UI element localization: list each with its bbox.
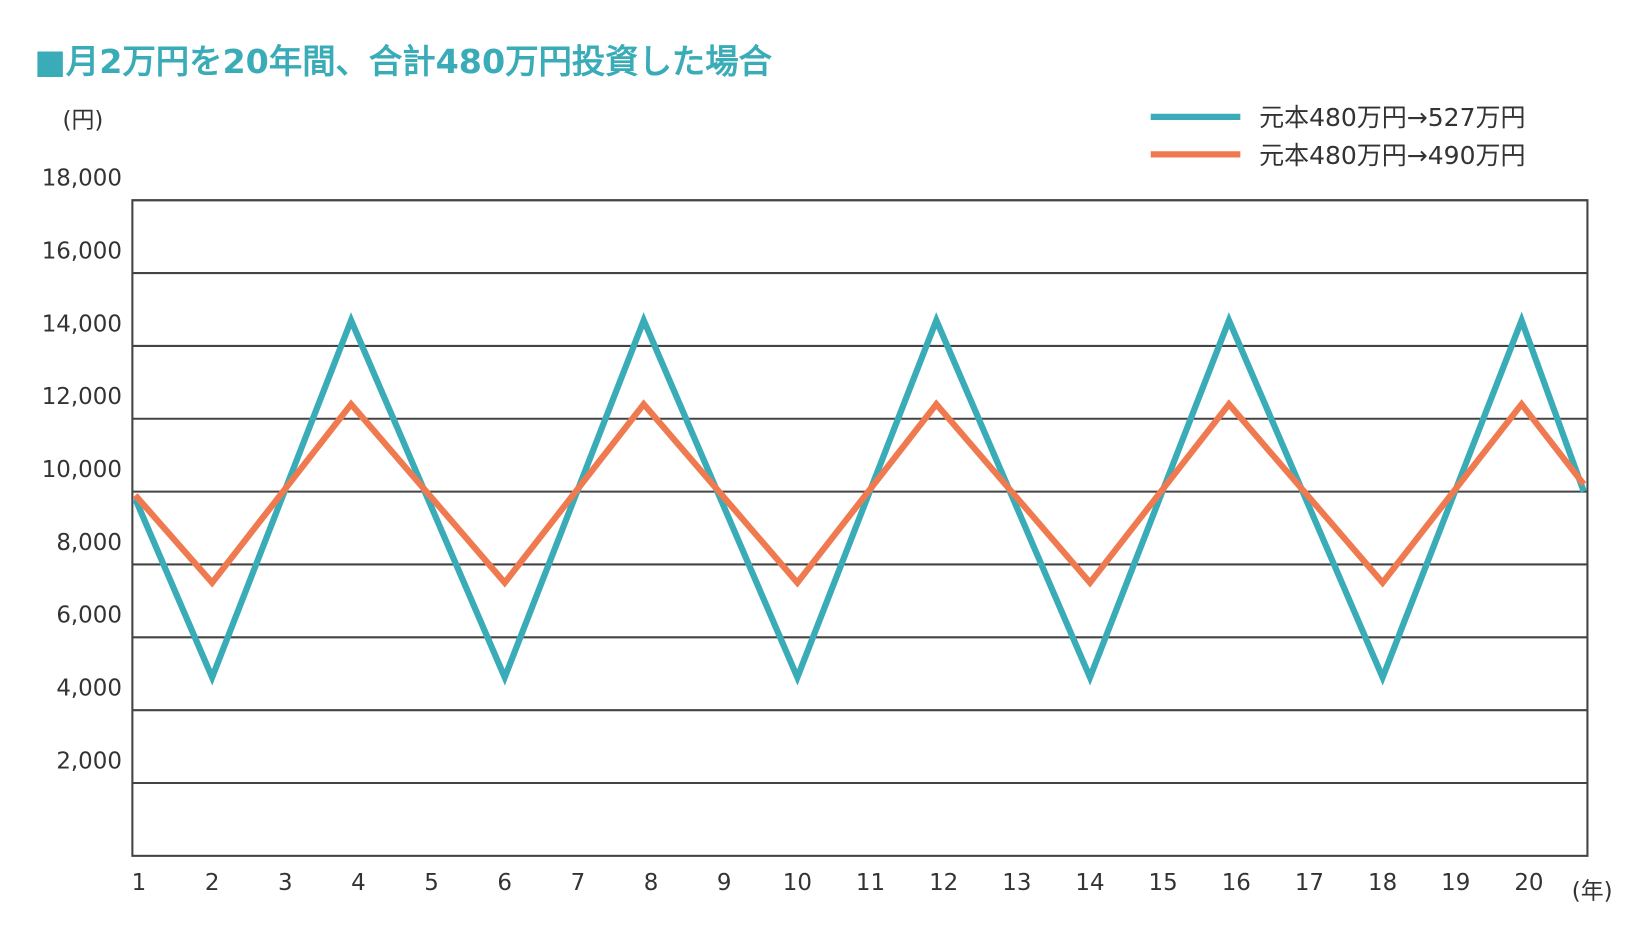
x-tick-label: 3 [278,870,293,896]
y-tick-label: 6,000 [56,603,122,629]
x-tick-label: 1 [132,870,147,896]
series-line [132,311,1587,686]
x-tick-label: 13 [1002,870,1031,896]
x-tick-label: 6 [497,870,512,896]
y-tick-label: 4,000 [56,676,122,702]
legend-label: 元本480万円→490万円 [1259,141,1525,170]
y-tick-label: 12,000 [42,384,122,410]
series-line [132,399,1587,588]
plot-frame [131,199,1589,857]
y-tick-label: 10,000 [42,457,122,483]
x-tick-label: 16 [1222,870,1251,896]
x-tick-label: 12 [929,870,958,896]
chart-title: ■月2万円を20年間、合計480万円投資した場合 [34,42,772,81]
x-tick-label: 14 [1075,870,1104,896]
x-tick-label: 5 [424,870,439,896]
x-tick-label: 15 [1149,870,1178,896]
x-tick-label: 18 [1368,870,1397,896]
x-tick-label: 9 [717,870,732,896]
x-axis-label: (年) [1572,879,1613,905]
x-tick-label: 11 [856,870,885,896]
legend-label: 元本480万円→527万円 [1259,103,1525,132]
y-tick-label: 14,000 [42,311,122,337]
y-tick-label: 16,000 [42,238,122,264]
y-tick-label: 18,000 [42,166,122,192]
x-tick-label: 20 [1514,870,1543,896]
x-tick-label: 19 [1441,870,1470,896]
x-tick-label: 17 [1295,870,1324,896]
y-tick-label: 8,000 [56,530,122,556]
x-tick-label: 10 [783,870,812,896]
x-tick-label: 4 [351,870,366,896]
y-tick-label: 2,000 [56,748,122,774]
x-tick-label: 8 [644,870,659,896]
y-axis-label: (円) [63,107,104,133]
x-tick-label: 7 [571,870,586,896]
x-tick-label: 2 [205,870,220,896]
